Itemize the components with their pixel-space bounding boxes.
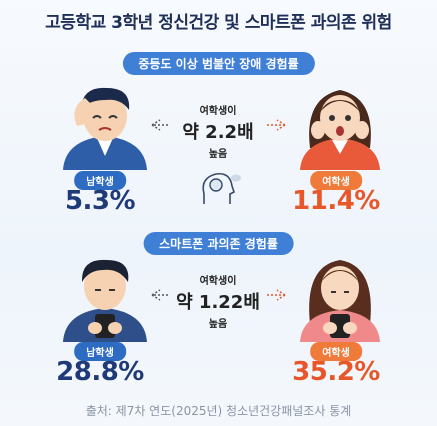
comparison-ratio: 약 1.22배 — [176, 292, 260, 313]
section-header: 중등도 이상 범불안 장애 경험률 — [122, 52, 315, 75]
male-label: 남학생 — [74, 171, 126, 190]
arrows — [151, 289, 286, 301]
boy-phone — [63, 259, 147, 342]
girl-phone — [300, 260, 380, 342]
comparison-subject: 여학생이 — [199, 106, 237, 117]
section-header: 스마트폰 과의존 경험률 — [143, 232, 294, 255]
female-value: 35.2% — [292, 357, 380, 387]
comparison: 여학생이 약 1.22배 높음 — [158, 272, 278, 330]
comparison-result: 높음 — [208, 319, 228, 330]
female-label: 여학생 — [310, 171, 362, 190]
comparison-subject: 여학생이 — [199, 276, 237, 287]
comparison-ratio: 약 2.2배 — [182, 122, 254, 143]
source: 출처: 제7차 연도(2025년) 청소년건강패널조사 통계 — [85, 404, 352, 418]
boy-anxious — [63, 87, 147, 170]
male-value: 5.3% — [64, 186, 136, 216]
comparison-result: 높음 — [208, 149, 228, 160]
female-value: 11.4% — [292, 186, 380, 216]
comparison: 여학생이 약 2.2배 높음 — [158, 102, 278, 160]
girl-anxious — [300, 90, 380, 170]
brain-icon — [202, 172, 241, 204]
female-label: 여학생 — [310, 342, 362, 361]
male-label: 남학생 — [74, 342, 126, 361]
title: 고등학교 3학년 정신건강 및 스마트폰 과의존 위험 — [45, 13, 392, 33]
male-value: 28.8% — [56, 357, 144, 387]
arrows — [151, 119, 286, 131]
